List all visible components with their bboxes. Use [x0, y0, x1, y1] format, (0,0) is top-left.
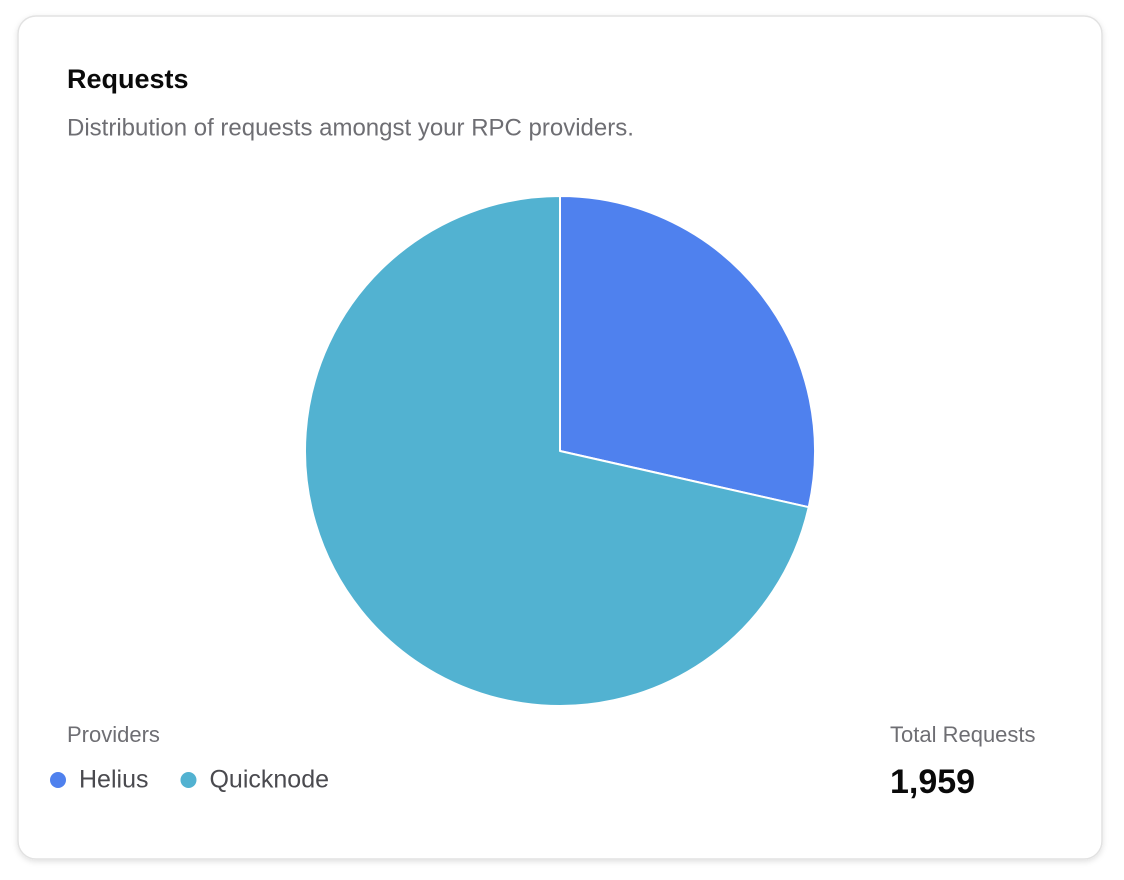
legend: Helius Quicknode — [50, 766, 329, 794]
legend-label: Quicknode — [209, 766, 329, 794]
pie-slice — [304, 195, 810, 707]
legend-swatch — [180, 772, 197, 788]
total-label: Total Requests — [890, 722, 1036, 747]
pie-slice — [559, 195, 816, 509]
total-value: 1,959 — [890, 763, 975, 801]
card-subtitle: Distribution of requests amongst your RP… — [67, 114, 634, 141]
card-title: Requests — [67, 64, 189, 94]
pie — [304, 195, 816, 707]
legend-title: Providers — [67, 722, 160, 747]
legend-swatch — [50, 772, 66, 788]
legend-label: Helius — [79, 766, 148, 794]
